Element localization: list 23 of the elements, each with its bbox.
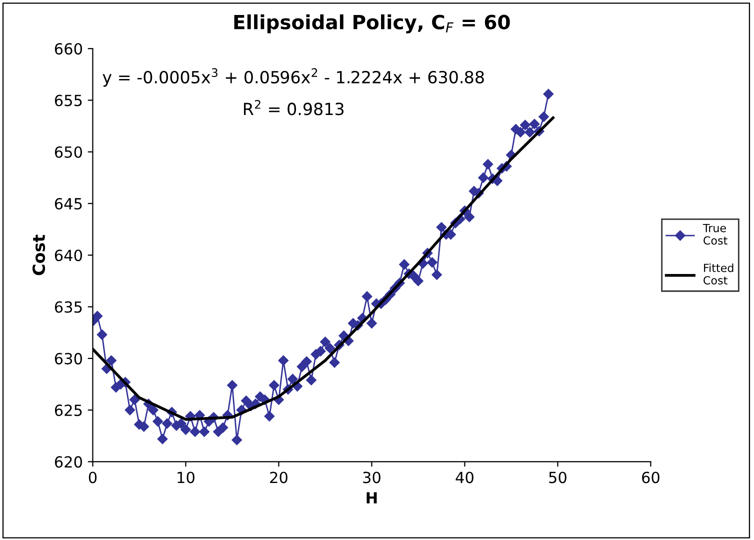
y-tick-label: 655: [54, 94, 82, 106]
annotation: y = -0.0005x$^{3}$ + 0.0596x$^{2}$ - 1.2224x + 630.88: [102, 68, 484, 87]
y-tick-label: 635: [54, 301, 82, 313]
x-axis-title: H: [366, 492, 377, 504]
y-axis-title: Cost: [32, 234, 46, 276]
y-tick-label: 625: [54, 404, 82, 416]
y-tick-label: 630: [54, 352, 82, 364]
x-tick-label: 10: [178, 472, 194, 484]
legend-label: True Cost: [702, 224, 728, 245]
x-tick-label: 0: [88, 472, 97, 484]
x-tick-label: 40: [456, 472, 474, 484]
chart-title: Ellipsoidal Policy, C$_{F}$ = 60: [234, 14, 510, 34]
y-tick-label: 650: [54, 146, 82, 158]
y-tick-label: 660: [54, 43, 82, 55]
annotation: R$^{2}$ = 0.9813: [244, 100, 344, 116]
x-tick-label: 50: [549, 472, 566, 484]
x-tick-label: 20: [270, 472, 288, 484]
y-tick-label: 620: [54, 456, 82, 468]
legend-label: Fitted Cost: [704, 263, 734, 285]
x-tick-label: 30: [363, 472, 380, 484]
y-tick-label: 645: [54, 198, 82, 210]
x-tick-label: 60: [642, 472, 660, 484]
y-tick-label: 640: [54, 250, 82, 262]
